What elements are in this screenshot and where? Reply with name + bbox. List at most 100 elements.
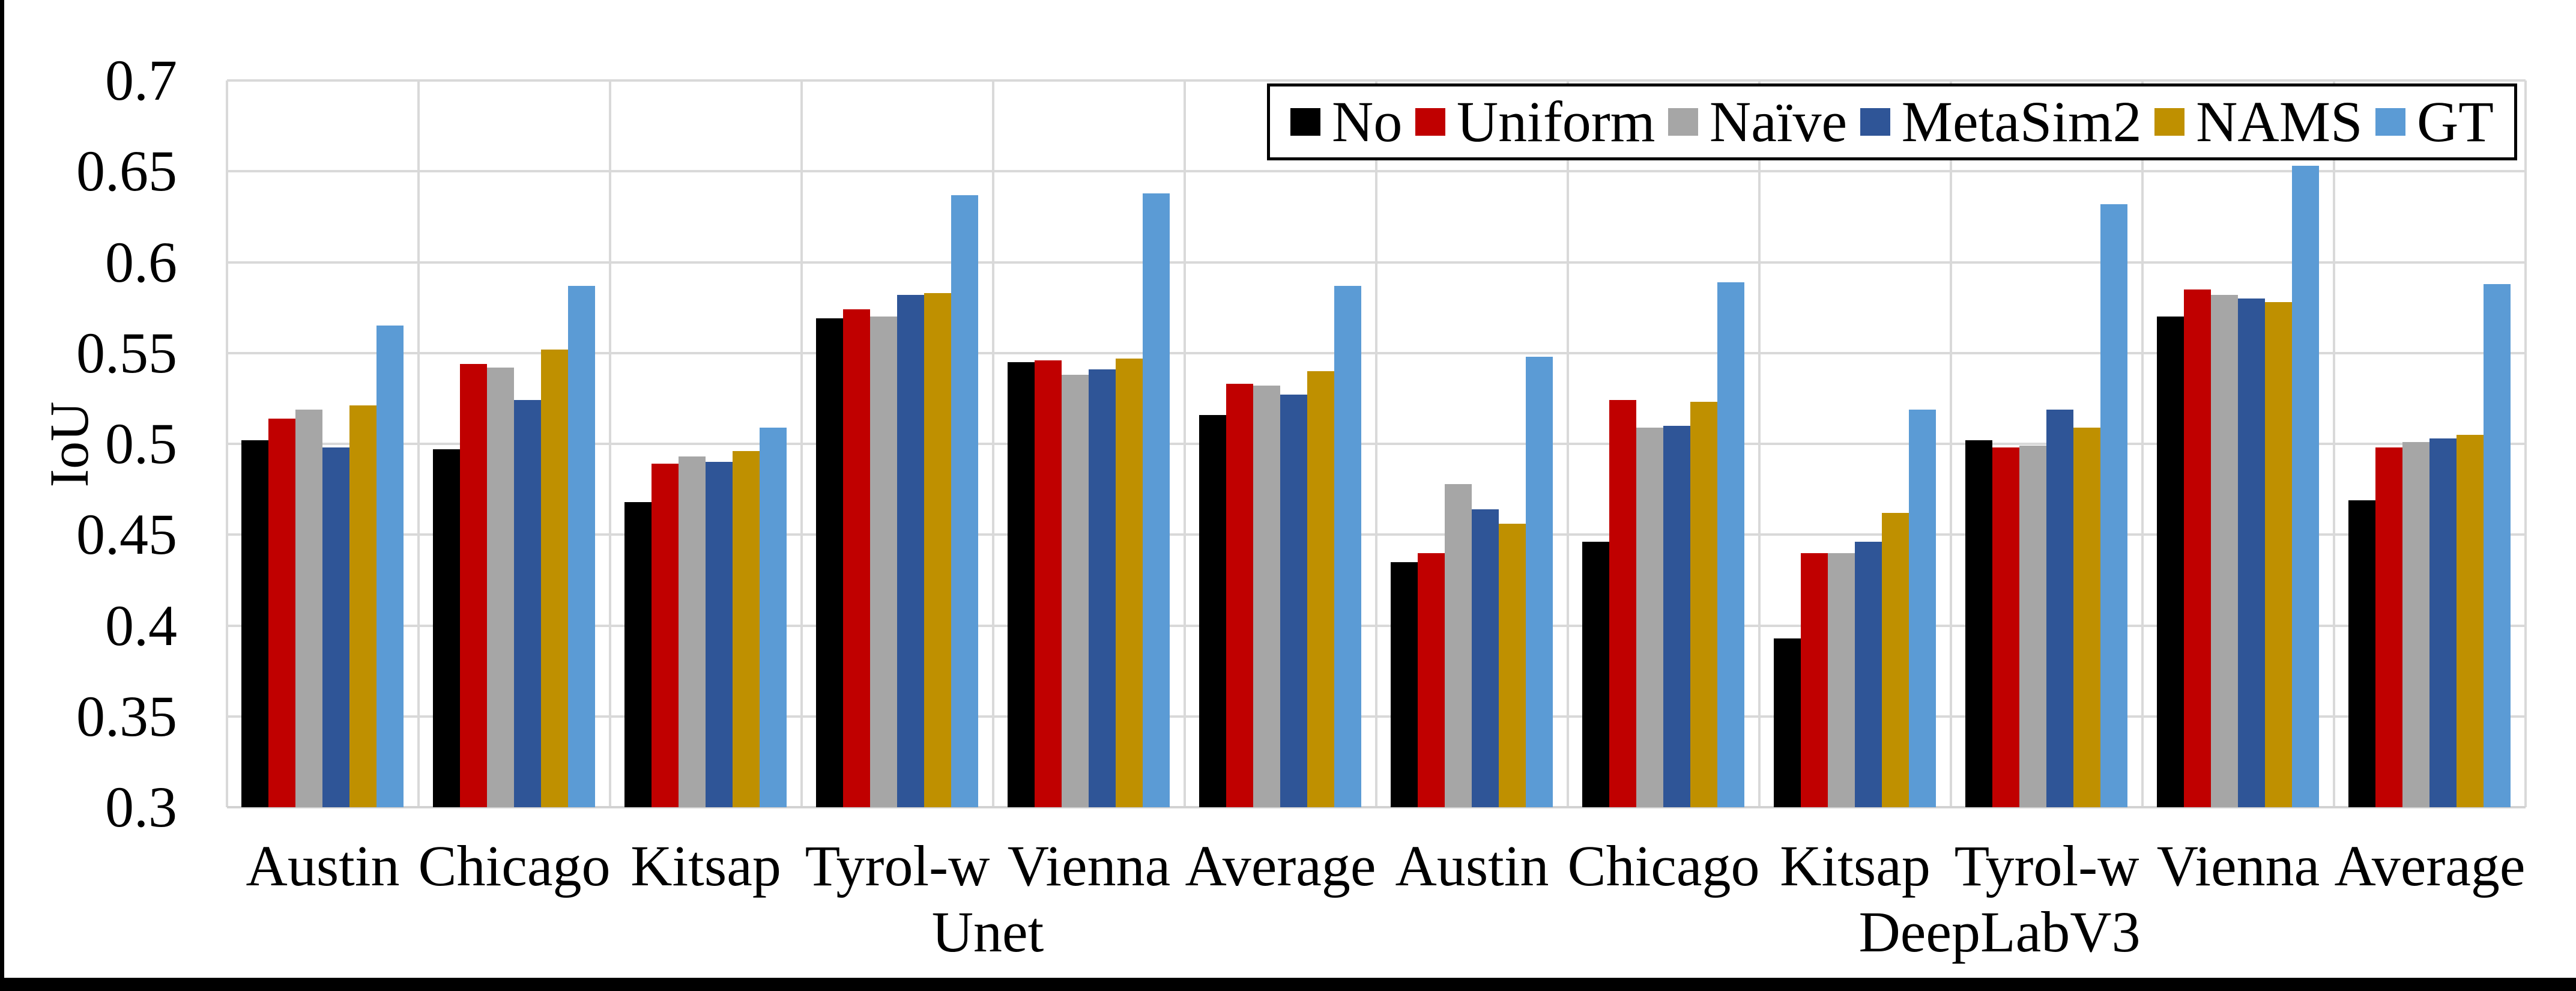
bar-GT-DeepLabV3-Average bbox=[2484, 283, 2511, 807]
legend-swatch-No bbox=[1290, 108, 1320, 136]
legend-item-No: No bbox=[1290, 93, 1402, 151]
bar-Uniform-DeepLabV3-Chicago bbox=[1609, 400, 1636, 807]
legend-label-GT: GT bbox=[2416, 89, 2494, 154]
gridline-v-4 bbox=[992, 80, 994, 807]
legend-swatch-MetaSim2 bbox=[1860, 108, 1890, 136]
bar-No-DeepLabV3-Austin bbox=[1391, 562, 1418, 807]
bar-No-Unet-Vienna bbox=[1008, 362, 1035, 807]
y-tick-label-0.3: 0.3 bbox=[105, 775, 177, 839]
legend-label-NAMS: NAMS bbox=[2196, 89, 2363, 154]
gridline-v-9 bbox=[1950, 80, 1952, 807]
bar-Uniform-DeepLabV3-Kitsap bbox=[1801, 553, 1828, 807]
gridline-v-7 bbox=[1567, 80, 1569, 807]
x-category-label-8-Kitsap: Kitsap bbox=[1780, 834, 1930, 898]
bar-MetaSim2-DeepLabV3-Tyrol-w bbox=[2046, 409, 2073, 807]
bar-No-Unet-Kitsap bbox=[624, 502, 652, 807]
legend-swatch-NAMS bbox=[2154, 108, 2185, 136]
bar-NAMS-Unet-Vienna bbox=[1116, 358, 1143, 807]
y-tick-label-0.65: 0.65 bbox=[76, 139, 177, 204]
bar-MetaSim2-DeepLabV3-Kitsap bbox=[1855, 542, 1882, 807]
legend-label-Uniform: Uniform bbox=[1456, 89, 1655, 154]
plot-area bbox=[226, 79, 2527, 808]
x-category-label-1-Chicago: Chicago bbox=[418, 834, 611, 898]
bar-Naïve-DeepLabV3-Tyrol-w bbox=[2019, 446, 2046, 807]
bar-Uniform-Unet-Vienna bbox=[1035, 360, 1062, 807]
y-tick-label-0.5: 0.5 bbox=[105, 411, 177, 476]
bar-No-Unet-Average bbox=[1199, 414, 1226, 807]
y-tick-label-0.4: 0.4 bbox=[105, 593, 177, 658]
bar-GT-DeepLabV3-Tyrol-w bbox=[2100, 204, 2127, 807]
x-category-label-4-Vienna: Vienna bbox=[1007, 834, 1171, 898]
y-tick-label-0.45: 0.45 bbox=[76, 502, 177, 567]
gridline-v-5 bbox=[1184, 80, 1186, 807]
x-category-label-3-Tyrol-w: Tyrol-w bbox=[805, 834, 990, 898]
bar-Naïve-Unet-Austin bbox=[295, 409, 322, 807]
bar-NAMS-DeepLabV3-Vienna bbox=[2265, 302, 2292, 807]
legend-item-NAMS: NAMS bbox=[2154, 93, 2362, 151]
gridline-v-6 bbox=[1375, 80, 1377, 807]
bar-NAMS-Unet-Average bbox=[1307, 371, 1334, 807]
legend-item-Naïve: Naïve bbox=[1667, 89, 1848, 154]
x-category-label-10-Vienna: Vienna bbox=[2156, 834, 2320, 898]
x-category-label-2-Kitsap: Kitsap bbox=[630, 834, 781, 898]
bar-Uniform-DeepLabV3-Average bbox=[2375, 447, 2402, 807]
bar-GT-Unet-Austin bbox=[376, 326, 404, 807]
bar-GT-DeepLabV3-Austin bbox=[1526, 356, 1553, 807]
bar-MetaSim2-Unet-Chicago bbox=[514, 400, 541, 807]
legend-label-MetaSim2: MetaSim2 bbox=[1901, 89, 2142, 154]
bar-No-DeepLabV3-Tyrol-w bbox=[1965, 440, 1992, 807]
bar-No-DeepLabV3-Vienna bbox=[2157, 317, 2184, 807]
model-group-label-Unet: Unet bbox=[931, 900, 1044, 964]
y-tick-label-0.35: 0.35 bbox=[76, 683, 177, 748]
bar-NAMS-Unet-Austin bbox=[349, 405, 376, 807]
bar-Uniform-Unet-Average bbox=[1226, 384, 1253, 807]
bar-MetaSim2-Unet-Austin bbox=[322, 447, 349, 807]
bar-Uniform-DeepLabV3-Vienna bbox=[2184, 289, 2211, 807]
bar-No-DeepLabV3-Kitsap bbox=[1774, 638, 1801, 807]
gridline-v-2 bbox=[609, 80, 611, 807]
bar-MetaSim2-Unet-Tyrol-w bbox=[897, 294, 924, 807]
figure-border-left bbox=[0, 0, 4, 991]
bar-Naïve-DeepLabV3-Austin bbox=[1445, 483, 1472, 807]
y-tick-label-0.6: 0.6 bbox=[105, 229, 177, 294]
bar-Naïve-DeepLabV3-Average bbox=[2402, 441, 2429, 807]
bar-NAMS-DeepLabV3-Tyrol-w bbox=[2073, 427, 2100, 807]
bar-GT-DeepLabV3-Kitsap bbox=[1909, 409, 1936, 807]
bar-GT-Unet-Tyrol-w bbox=[951, 195, 978, 807]
y-tick-label-0.7: 0.7 bbox=[105, 48, 177, 112]
legend-label-Naïve: Naïve bbox=[1709, 89, 1848, 154]
x-category-label-0-Austin: Austin bbox=[246, 834, 400, 898]
bar-Naïve-Unet-Kitsap bbox=[679, 456, 706, 807]
gridline-v-11 bbox=[2333, 80, 2335, 807]
legend-item-GT: GT bbox=[2375, 93, 2494, 151]
bar-Naïve-DeepLabV3-Kitsap bbox=[1828, 553, 1855, 807]
bar-Uniform-Unet-Chicago bbox=[460, 363, 487, 807]
legend-swatch-Uniform bbox=[1415, 108, 1445, 136]
bar-No-Unet-Austin bbox=[241, 440, 268, 807]
legend-label-No: No bbox=[1332, 89, 1403, 154]
bar-MetaSim2-DeepLabV3-Austin bbox=[1472, 509, 1499, 807]
bar-MetaSim2-Unet-Average bbox=[1280, 395, 1307, 807]
x-axis-line bbox=[227, 806, 2526, 808]
bar-NAMS-DeepLabV3-Austin bbox=[1499, 524, 1526, 807]
bar-GT-DeepLabV3-Chicago bbox=[1717, 282, 1744, 807]
x-category-label-9-Tyrol-w: Tyrol-w bbox=[1954, 834, 2139, 898]
legend-item-Uniform: Uniform bbox=[1415, 93, 1655, 151]
x-category-label-11-Average: Average bbox=[2334, 834, 2526, 898]
bar-NAMS-DeepLabV3-Average bbox=[2457, 434, 2484, 807]
bar-Naïve-DeepLabV3-Vienna bbox=[2211, 294, 2238, 807]
bar-NAMS-Unet-Chicago bbox=[541, 349, 568, 807]
gridline-v-0 bbox=[226, 80, 228, 807]
bar-GT-Unet-Kitsap bbox=[760, 427, 787, 807]
bar-NAMS-Unet-Tyrol-w bbox=[924, 292, 951, 807]
bar-MetaSim2-Unet-Kitsap bbox=[706, 462, 733, 807]
bar-MetaSim2-DeepLabV3-Chicago bbox=[1663, 425, 1690, 807]
bar-MetaSim2-Unet-Vienna bbox=[1089, 369, 1116, 807]
figure-border-bottom bbox=[0, 978, 2576, 991]
bar-Uniform-Unet-Tyrol-w bbox=[843, 309, 870, 807]
bar-No-Unet-Chicago bbox=[433, 449, 460, 807]
x-category-label-6-Austin: Austin bbox=[1395, 834, 1549, 898]
bar-Uniform-Unet-Kitsap bbox=[652, 464, 679, 807]
bar-Uniform-DeepLabV3-Tyrol-w bbox=[1992, 447, 2019, 807]
